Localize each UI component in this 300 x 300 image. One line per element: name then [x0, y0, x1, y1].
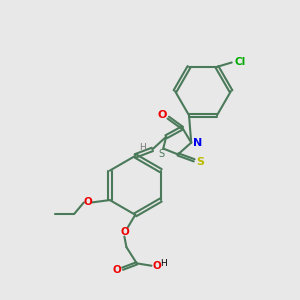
Text: O: O — [112, 265, 121, 275]
Text: O: O — [83, 197, 92, 207]
Text: Cl: Cl — [235, 57, 246, 67]
Text: O: O — [152, 261, 161, 271]
Text: H: H — [140, 142, 146, 152]
Text: H: H — [160, 260, 167, 268]
Text: O: O — [158, 110, 167, 120]
Text: O: O — [120, 227, 129, 237]
Text: S: S — [159, 149, 165, 159]
Text: S: S — [196, 157, 205, 167]
Text: N: N — [193, 138, 202, 148]
